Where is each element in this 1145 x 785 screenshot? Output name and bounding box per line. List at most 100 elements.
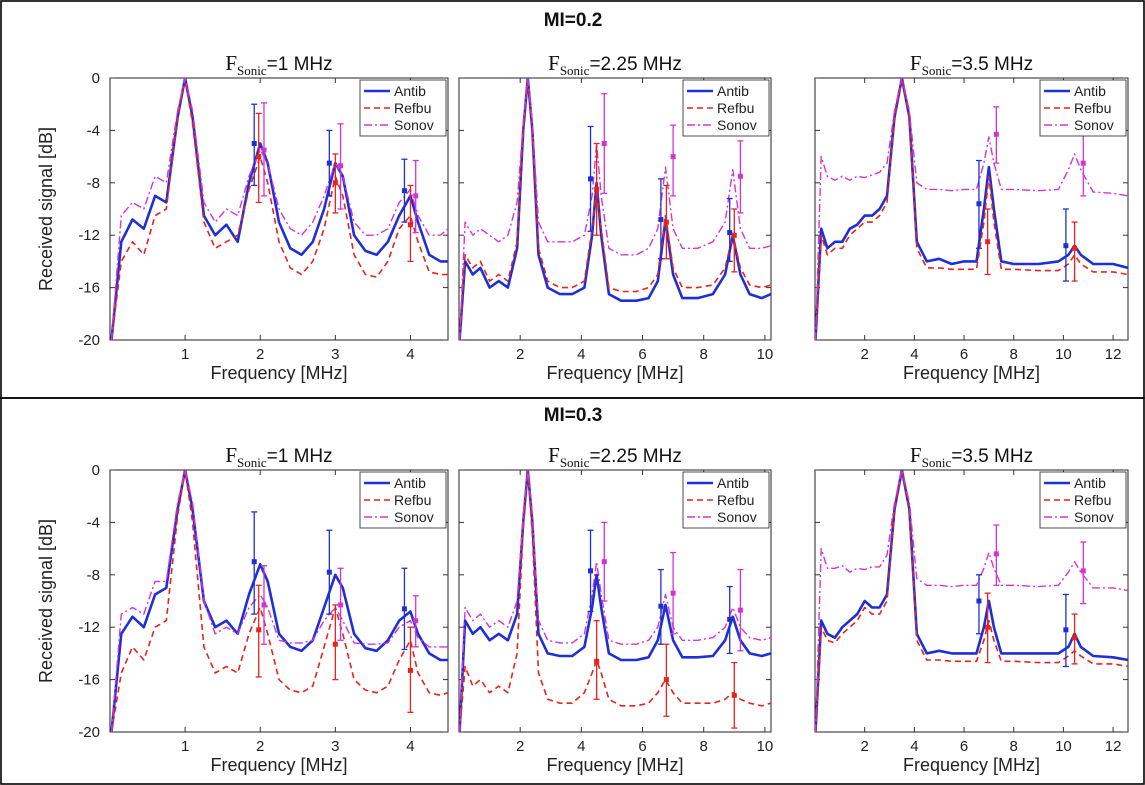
series-group (110, 78, 448, 340)
legend-label-refbu: Refbu (394, 492, 431, 508)
error-marker-sonov (338, 602, 344, 608)
y-axis-label: Received signal [dB] (36, 127, 56, 291)
error-marker-sonov (261, 147, 267, 153)
x-tick-label: 10 (757, 346, 774, 363)
error-marker-antib (727, 230, 733, 236)
error-marker-antib (401, 188, 407, 194)
x-axis-label: Frequency [MHz] (903, 363, 1040, 383)
error-marker-antib (1063, 243, 1069, 249)
legend-label-antib: Antib (1074, 83, 1106, 99)
error-marker-refbu (663, 219, 669, 225)
error-marker-sonov (338, 163, 344, 169)
x-tick-label: 6 (638, 346, 646, 363)
panel-title-sub: Sonic (922, 63, 952, 78)
x-tick-label: 3 (331, 346, 339, 363)
x-tick-label: 4 (577, 346, 585, 363)
x-tick-label: 2 (861, 738, 869, 755)
panel-title-sub: Sonic (560, 63, 590, 78)
series-line-sonov (815, 78, 1128, 340)
y-tick-label: 0 (92, 70, 100, 87)
error-marker-antib (588, 568, 594, 574)
error-marker-sonov (993, 131, 999, 137)
legend-label-sonov: Sonov (717, 117, 757, 133)
error-marker-refbu (1072, 245, 1078, 251)
panel-title-sub: Sonic (560, 455, 590, 470)
error-marker-sonov (261, 602, 267, 608)
error-marker-refbu (985, 624, 991, 630)
series-group (815, 470, 1128, 732)
x-tick-label: 10 (757, 738, 774, 755)
y-tick-label: -12 (78, 619, 100, 636)
legend-label-refbu: Refbu (1074, 100, 1111, 116)
x-tick-label: 4 (577, 738, 585, 755)
error-marker-sonov (670, 590, 676, 596)
error-marker-sonov (601, 141, 607, 146)
panel-title-tail: =1 MHz (267, 446, 333, 467)
x-tick-label: 2 (256, 346, 264, 363)
x-axis-label: Frequency [MHz] (546, 363, 683, 383)
y-tick-label: -8 (87, 175, 100, 192)
legend-label-refbu: Refbu (394, 100, 431, 116)
series-line-sonov (459, 78, 771, 340)
x-tick-label: 2 (516, 346, 524, 363)
error-marker-antib (976, 201, 982, 207)
x-tick-label: 2 (516, 738, 524, 755)
x-tick-label: 4 (910, 738, 918, 755)
panel-title-tail: =1 MHz (267, 54, 333, 75)
x-tick-label: 2 (256, 738, 264, 755)
error-marker-refbu (594, 658, 600, 664)
legend-label-sonov: Sonov (1074, 509, 1114, 525)
y-tick-label: -4 (87, 514, 100, 531)
error-marker-refbu (407, 222, 413, 228)
x-tick-label: 12 (1105, 346, 1122, 363)
legend-label-sonov: Sonov (394, 117, 434, 133)
error-marker-sonov (737, 173, 743, 179)
legend-label-refbu: Refbu (717, 100, 754, 116)
error-marker-antib (326, 569, 332, 575)
x-axis-label: Frequency [MHz] (546, 755, 683, 775)
error-marker-antib (401, 606, 407, 612)
panel-title: FSonic=1 MHz (225, 51, 332, 78)
series-line-antib (110, 78, 448, 340)
error-marker-sonov (1080, 568, 1086, 574)
series-line-antib (459, 470, 771, 732)
legend-label-antib: Antib (394, 475, 426, 491)
panel-title-main: F (548, 51, 560, 75)
series-line-refbu (459, 78, 771, 340)
panel-title-tail: =2.25 MHz (589, 54, 681, 75)
y-tick-label: -12 (78, 227, 100, 244)
panel-title-tail: =2.25 MHz (589, 446, 681, 467)
legend-label-refbu: Refbu (1074, 492, 1111, 508)
series-line-refbu (815, 78, 1128, 340)
error-marker-refbu (256, 154, 262, 160)
error-marker-sonov (413, 618, 419, 624)
legend-label-antib: Antib (1074, 475, 1106, 491)
error-marker-refbu (256, 627, 262, 633)
x-tick-label: 12 (1105, 738, 1122, 755)
legend-label-refbu: Refbu (717, 492, 754, 508)
legend-label-sonov: Sonov (717, 509, 757, 525)
panel-title-main: F (225, 443, 237, 467)
x-tick-label: 8 (1010, 738, 1018, 755)
x-axis-label: Frequency [MHz] (210, 755, 347, 775)
error-marker-antib (658, 603, 664, 609)
y-tick-label: -20 (78, 724, 100, 741)
error-marker-antib (251, 559, 257, 565)
x-axis-label: Frequency [MHz] (210, 363, 347, 383)
x-tick-label: 1 (181, 346, 189, 363)
x-tick-label: 8 (700, 346, 708, 363)
section-title-top: MI=0.2 (544, 10, 603, 31)
legend-label-antib: Antib (717, 83, 749, 99)
panel-title-sub: Sonic (922, 455, 952, 470)
error-marker-refbu (1072, 635, 1078, 641)
series-line-refbu (110, 470, 448, 732)
panel-title-main: F (910, 51, 922, 75)
error-marker-antib (326, 160, 332, 166)
series-line-sonov (110, 470, 448, 732)
